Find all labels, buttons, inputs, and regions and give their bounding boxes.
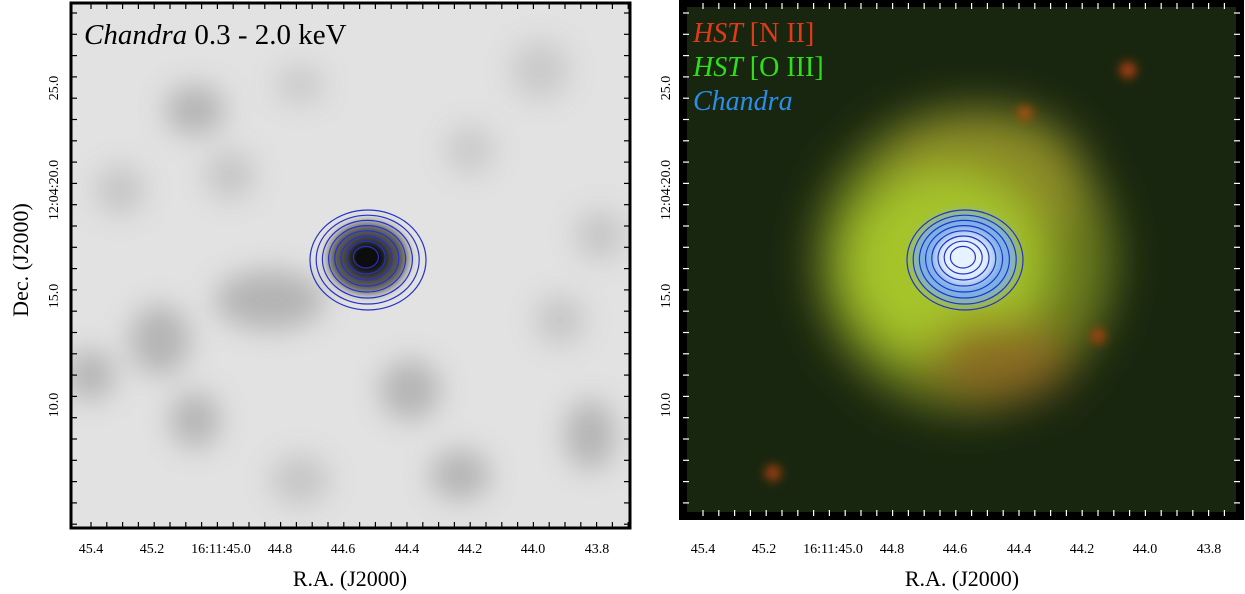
contour — [340, 235, 393, 281]
xray-image — [71, 3, 630, 528]
x-tick-label: 43.8 — [1197, 542, 1222, 557]
x-axis-label: R.A. (J2000) — [293, 566, 407, 591]
x-tick-label: 44.2 — [1070, 542, 1095, 557]
contour — [937, 235, 990, 281]
contour — [949, 245, 977, 269]
y-axis-label: Dec. (J2000) — [8, 203, 33, 317]
label-rest: 0.3 - 2.0 keV — [194, 19, 346, 51]
right-frame — [679, 0, 1244, 520]
legend-entry: Chandra — [693, 86, 793, 117]
contour — [346, 240, 386, 275]
tick-marks — [71, 3, 1240, 528]
legend-rest: [O III] — [750, 52, 824, 83]
contour — [931, 230, 997, 287]
y-tick-label: 15.0 — [47, 284, 62, 309]
y-tick-label: 10.0 — [659, 393, 674, 418]
x-tick-label: 45.2 — [140, 542, 165, 557]
panel-label: Chandra 0.3 - 2.0 keV — [84, 19, 347, 51]
y-tick-label: 12:04:20.0 — [47, 160, 62, 220]
x-tick-label: 44.0 — [521, 542, 546, 557]
x-axis-label: R.A. (J2000) — [905, 566, 1019, 591]
x-tick-label: 44.6 — [943, 542, 968, 557]
contour — [918, 219, 1011, 299]
contour — [321, 219, 413, 299]
x-tick-label: 44.2 — [458, 542, 483, 557]
legend-space — [743, 52, 750, 83]
legend: HST [N II]HST [O III]Chandra — [692, 18, 824, 117]
y-tick-label: 15.0 — [659, 284, 674, 309]
x-tick-label: 45.2 — [752, 542, 777, 557]
contour — [315, 214, 420, 305]
legend-italic: HST — [692, 52, 745, 83]
x-tick-label: 43.8 — [585, 542, 610, 557]
legend-rest: [N II] — [750, 18, 815, 49]
x-tick-label: 44.0 — [1133, 542, 1158, 557]
y-tick-label: 10.0 — [47, 393, 62, 418]
x-tick-label: 44.8 — [268, 542, 293, 557]
x-tick-label: 16:11:45.0 — [803, 542, 863, 557]
contour — [943, 240, 983, 275]
contour — [328, 224, 407, 293]
x-tick-label: 44.8 — [880, 542, 905, 557]
legend-italic: HST — [692, 18, 745, 49]
left-frame — [69, 1, 632, 530]
y-tick-label: 25.0 — [659, 76, 674, 101]
contour — [906, 209, 1024, 311]
x-tick-label: 16:11:45.0 — [191, 542, 251, 557]
y-tick-label: 12:04:20.0 — [659, 160, 674, 220]
contour — [309, 209, 427, 311]
legend-entry: HST [N II] — [692, 18, 814, 49]
x-tick-label: 45.4 — [79, 542, 104, 557]
contours — [309, 209, 1024, 311]
label-italic: Chandra — [84, 19, 187, 51]
contour — [924, 224, 1004, 293]
legend-space — [743, 18, 750, 49]
contour — [912, 214, 1017, 305]
legend-entry: HST [O III] — [692, 52, 824, 83]
x-tick-label: 45.4 — [691, 542, 716, 557]
x-tick-label: 44.4 — [1007, 542, 1032, 557]
y-tick-label: 25.0 — [47, 76, 62, 101]
contour — [334, 230, 400, 287]
contour — [352, 245, 379, 269]
x-tick-label: 44.6 — [331, 542, 356, 557]
x-tick-label: 44.4 — [395, 542, 420, 557]
legend-italic: Chandra — [693, 86, 793, 117]
